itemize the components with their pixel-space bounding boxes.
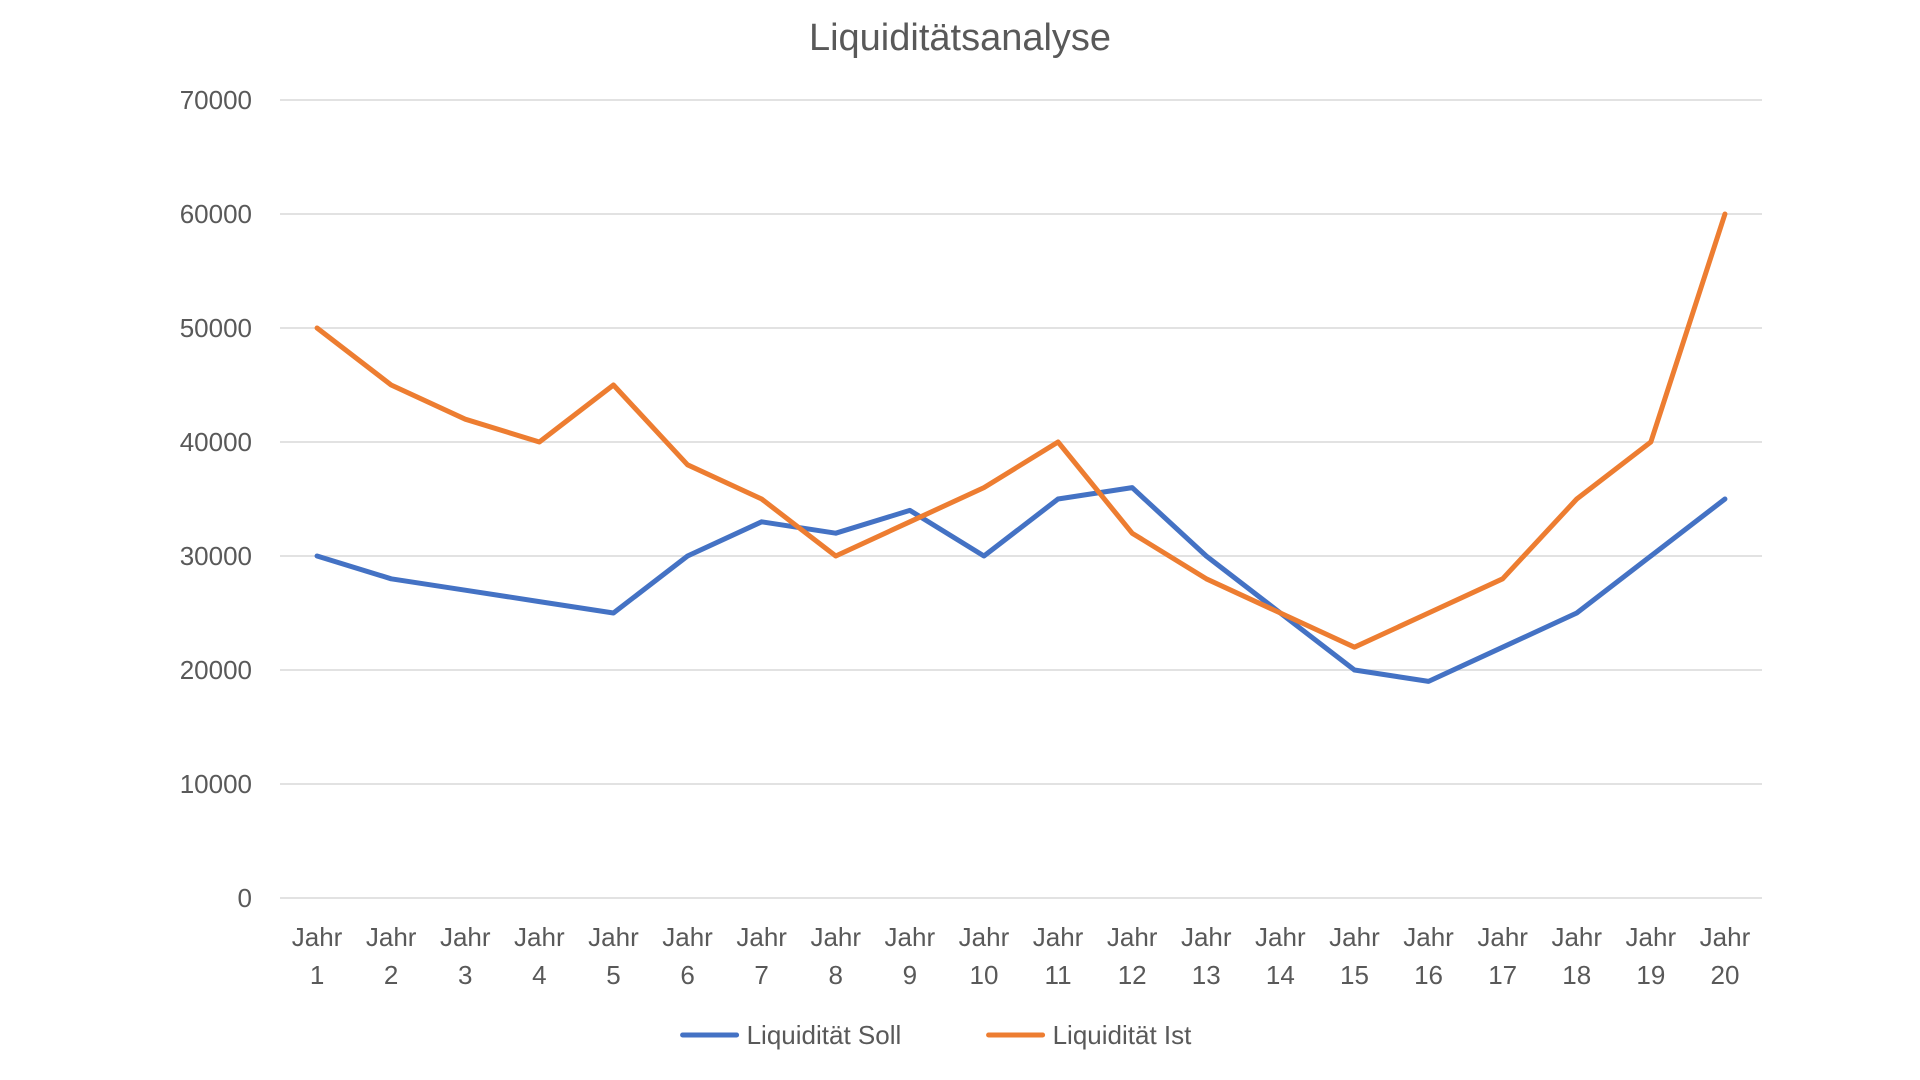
x-tick-label: Jahr <box>1477 922 1528 952</box>
y-tick-label: 30000 <box>180 541 252 571</box>
x-tick-label: 9 <box>903 960 917 990</box>
x-tick-label: 17 <box>1488 960 1517 990</box>
x-tick-label: 3 <box>458 960 472 990</box>
x-tick-label: Jahr <box>736 922 787 952</box>
x-tick-label: 8 <box>829 960 843 990</box>
x-tick-label: Jahr <box>1551 922 1602 952</box>
x-tick-label: Jahr <box>1255 922 1306 952</box>
x-tick-label: 18 <box>1562 960 1591 990</box>
x-tick-label: Jahr <box>366 922 417 952</box>
x-tick-label: Jahr <box>1700 922 1751 952</box>
legend-item: Liquidität Soll <box>680 1020 902 1050</box>
x-tick-label: Jahr <box>292 922 343 952</box>
x-tick-label: 11 <box>1045 960 1072 990</box>
series-lines <box>314 211 1728 684</box>
x-tick-label: Jahr <box>1403 922 1454 952</box>
y-axis: 0 10000 20000 30000 40000 50000 60000 70000 <box>180 85 252 913</box>
x-tick-label: Jahr <box>1329 922 1380 952</box>
x-tick-label: 6 <box>680 960 694 990</box>
y-tick-label: 10000 <box>180 769 252 799</box>
x-tick-label: 16 <box>1414 960 1443 990</box>
x-tick-label: 20 <box>1710 960 1739 990</box>
x-tick-label: Jahr <box>810 922 861 952</box>
y-tick-label: 20000 <box>180 655 252 685</box>
x-tick-label: 5 <box>606 960 620 990</box>
x-tick-label: 10 <box>969 960 998 990</box>
x-tick-label: 12 <box>1118 960 1147 990</box>
chart-title: Liquiditätsanalyse <box>809 17 1111 59</box>
legend-label: Liquidität Soll <box>747 1020 902 1050</box>
x-tick-label: Jahr <box>959 922 1010 952</box>
legend-label: Liquidität Ist <box>1053 1020 1193 1050</box>
x-tick-label: Jahr <box>1626 922 1677 952</box>
x-tick-label: Jahr <box>1181 922 1232 952</box>
x-tick-label: Jahr <box>440 922 491 952</box>
x-tick-label: Jahr <box>588 922 639 952</box>
x-tick-label: 4 <box>532 960 546 990</box>
x-tick-label: 15 <box>1340 960 1369 990</box>
y-tick-label: 60000 <box>180 199 252 229</box>
series-line-1 <box>314 485 1728 684</box>
x-tick-label: 14 <box>1266 960 1295 990</box>
legend: Liquidität Soll Liquidität Ist <box>680 1020 1193 1050</box>
series-line-2 <box>314 211 1728 650</box>
y-tick-label: 70000 <box>180 85 252 115</box>
y-tick-label: 40000 <box>180 427 252 457</box>
x-tick-label: Jahr <box>662 922 713 952</box>
y-tick-label: 0 <box>238 883 252 913</box>
x-tick-label: 1 <box>310 960 324 990</box>
x-axis: Jahr 1 Jahr 2 Jahr 3 Jahr 4 Jahr 5 Jahr 6 Jahr 7 Jahr 8… <box>292 922 1751 990</box>
legend-item: Liquidität Ist <box>986 1020 1193 1050</box>
x-tick-label: 7 <box>754 960 768 990</box>
x-tick-label: Jahr <box>1107 922 1158 952</box>
x-tick-label: 19 <box>1636 960 1665 990</box>
x-tick-label: Jahr <box>1033 922 1084 952</box>
x-tick-label: 13 <box>1192 960 1221 990</box>
x-tick-label: 2 <box>384 960 398 990</box>
y-tick-label: 50000 <box>180 313 252 343</box>
x-tick-label: Jahr <box>514 922 565 952</box>
x-tick-label: Jahr <box>885 922 936 952</box>
gridlines <box>280 99 1762 899</box>
